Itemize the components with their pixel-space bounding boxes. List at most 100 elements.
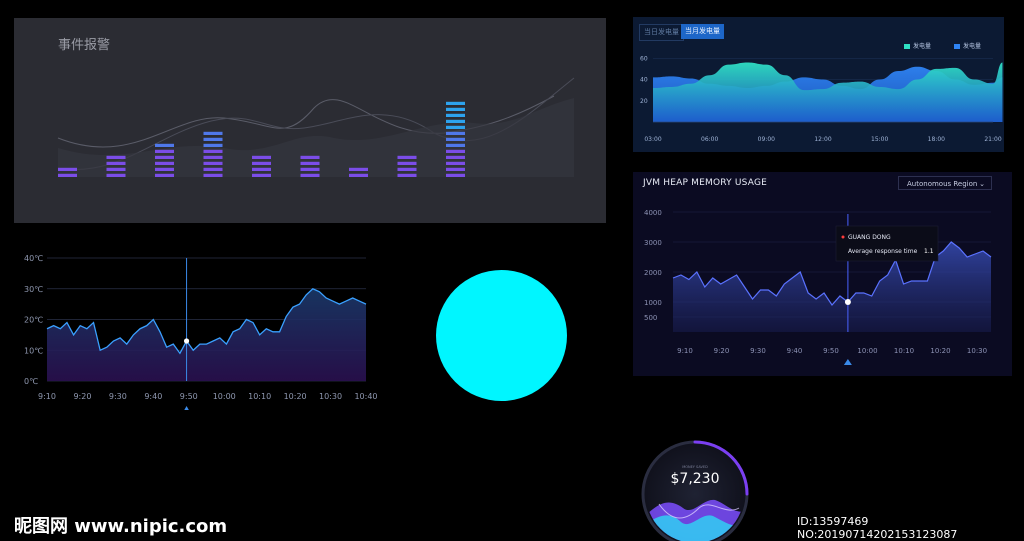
temp-ytick-label: 40℃ [24, 254, 43, 263]
event-bar-segment [446, 155, 465, 159]
event-bar-segment [252, 167, 271, 171]
power-ytick-label: 60 [640, 55, 648, 62]
temp-cursor-point [183, 338, 190, 344]
jvm-xtick-label: 10:00 [857, 347, 877, 355]
jvm-tooltip-metric: Average response time [848, 248, 918, 255]
temp-xtick-label: 9:10 [38, 392, 56, 401]
jvm-xtick-label: 9:20 [714, 347, 730, 355]
event-bar-segment [349, 167, 368, 171]
gauge-value: $7,230 [671, 471, 720, 487]
event-bar-segment [300, 173, 320, 177]
event-bar-segment [203, 137, 223, 141]
event-bar-segment [203, 161, 223, 165]
legend-swatch-2 [954, 44, 960, 49]
region-select[interactable]: Autonomous Region ⌄ [898, 176, 992, 190]
event-bar-segment [252, 155, 271, 159]
legend-item-2[interactable]: 发电量 [954, 41, 981, 50]
chevron-down-icon: ⌄ [979, 180, 985, 188]
event-bar-segment [446, 125, 465, 129]
event-bar-segment [106, 173, 126, 177]
event-bar-segment [155, 167, 174, 171]
power-xtick-label: 18:00 [928, 136, 945, 143]
jvm-title: JVM HEAP MEMORY USAGE [643, 178, 767, 188]
power-chart: 60 40 20 03:00 06:00 09:00 12:00 15:00 18:00 21:0… [640, 55, 1003, 143]
event-bar-segment [252, 173, 271, 177]
temp-xtick-label: 9:50 [180, 392, 198, 401]
jvm-area [673, 242, 991, 332]
jvm-tooltip-name: GUANG DONG [848, 234, 891, 241]
event-bar-segment [203, 155, 223, 159]
event-bar-segment [397, 167, 417, 171]
tab-monthly[interactable]: 当月发电量 [681, 24, 724, 39]
legend-item-1[interactable]: 发电量 [904, 41, 931, 50]
jvm-xtick-label: 10:10 [894, 347, 914, 355]
event-bar-segment [106, 155, 126, 159]
jvm-ytick-label: 3000 [644, 239, 662, 247]
power-xtick-label: 21:00 [984, 136, 1001, 143]
temp-line [46, 287, 367, 355]
temp-xtick-label: 9:30 [109, 392, 127, 401]
watermark-left: 昵图网 www.nipic.com [14, 516, 228, 537]
jvm-tooltip-value: 1.1 [924, 248, 934, 255]
temp-xtick-label: 10:10 [248, 392, 271, 401]
event-bar-segment [203, 149, 223, 153]
power-panel: 当日发电量 当月发电量 发电量 发电量 60 40 20 03:00 06:00 09:0… [633, 17, 1004, 152]
event-bar-segment [397, 155, 417, 159]
jvm-xtick-label: 10:30 [967, 347, 987, 355]
jvm-xtick-label: 9:10 [677, 347, 693, 355]
legend-swatch-1 [904, 44, 910, 49]
event-bar-segment [300, 155, 320, 159]
power-area-series [653, 62, 1003, 122]
jvm-cursor-marker [843, 359, 852, 365]
event-bar-segment [397, 173, 417, 177]
event-bar-segment [203, 167, 223, 171]
gauge-caption: MONEY SAVED [682, 465, 708, 469]
temp-ytick-label: 20℃ [24, 316, 43, 325]
jvm-xtick-label: 9:40 [787, 347, 803, 355]
legend-label-2: 发电量 [963, 43, 982, 50]
jvm-tooltip-dot [841, 235, 845, 239]
temp-xtick-label: 10:30 [319, 392, 342, 401]
jvm-xtick-label: 9:50 [823, 347, 839, 355]
event-bar-segment [446, 101, 465, 105]
jvm-chart: 4000 3000 2000 1000 500 9:10 9:20 9:30 9:40 9:50 1… [644, 209, 992, 365]
event-bar-segment [397, 161, 417, 165]
gauge-wave-line [658, 503, 740, 519]
event-bar-segment [252, 161, 271, 165]
temp-area [47, 288, 366, 381]
event-bar-segment [300, 167, 320, 171]
temperature-chart: 40℃ 30℃ 20℃ 10℃ 0℃9:10 9:20 9:30 9:40 9:50 10:00 1… [24, 254, 378, 410]
event-bar-segment [106, 161, 126, 165]
cyan-circle [436, 270, 567, 401]
legend-label-1: 发电量 [913, 43, 932, 50]
temp-xtick-label: 10:20 [284, 392, 307, 401]
temp-xtick-label: 9:20 [73, 392, 91, 401]
temp-ytick-label: 10℃ [24, 346, 43, 355]
jvm-cursor-point [844, 299, 851, 305]
event-bar-segment [203, 131, 223, 135]
event-bar-segment [155, 155, 174, 159]
temp-cursor-marker [184, 406, 189, 410]
region-select-value: Autonomous Region [907, 180, 978, 188]
event-bar-segment [155, 161, 174, 165]
jvm-ytick-label: 1000 [644, 299, 662, 307]
power-ytick-label: 20 [640, 98, 648, 105]
event-alarm-chart [57, 77, 575, 177]
event-bar-segment [106, 167, 126, 171]
event-bar-segment [446, 137, 465, 141]
event-alarm-title: 事件报警 [58, 38, 111, 53]
event-bar-segment [446, 131, 465, 135]
power-xtick-label: 09:00 [758, 136, 775, 143]
event-bar-segment [203, 173, 223, 177]
event-bar-segment [300, 161, 320, 165]
jvm-panel: JVM HEAP MEMORY USAGE Autonomous Region ⌄… [633, 172, 1012, 376]
watermark-id: ID:13597469 NO:20190714202153123087 [797, 515, 958, 541]
jvm-ytick-label: 2000 [644, 269, 662, 277]
temp-xtick-label: 9:40 [144, 392, 162, 401]
power-xtick-label: 06:00 [701, 136, 718, 143]
event-bar-segment [446, 119, 465, 123]
power-xtick-label: 12:00 [814, 136, 831, 143]
event-bar-segment [446, 173, 465, 177]
event-bar-segment [203, 143, 223, 147]
temp-ytick-label: 0℃ [24, 377, 38, 386]
